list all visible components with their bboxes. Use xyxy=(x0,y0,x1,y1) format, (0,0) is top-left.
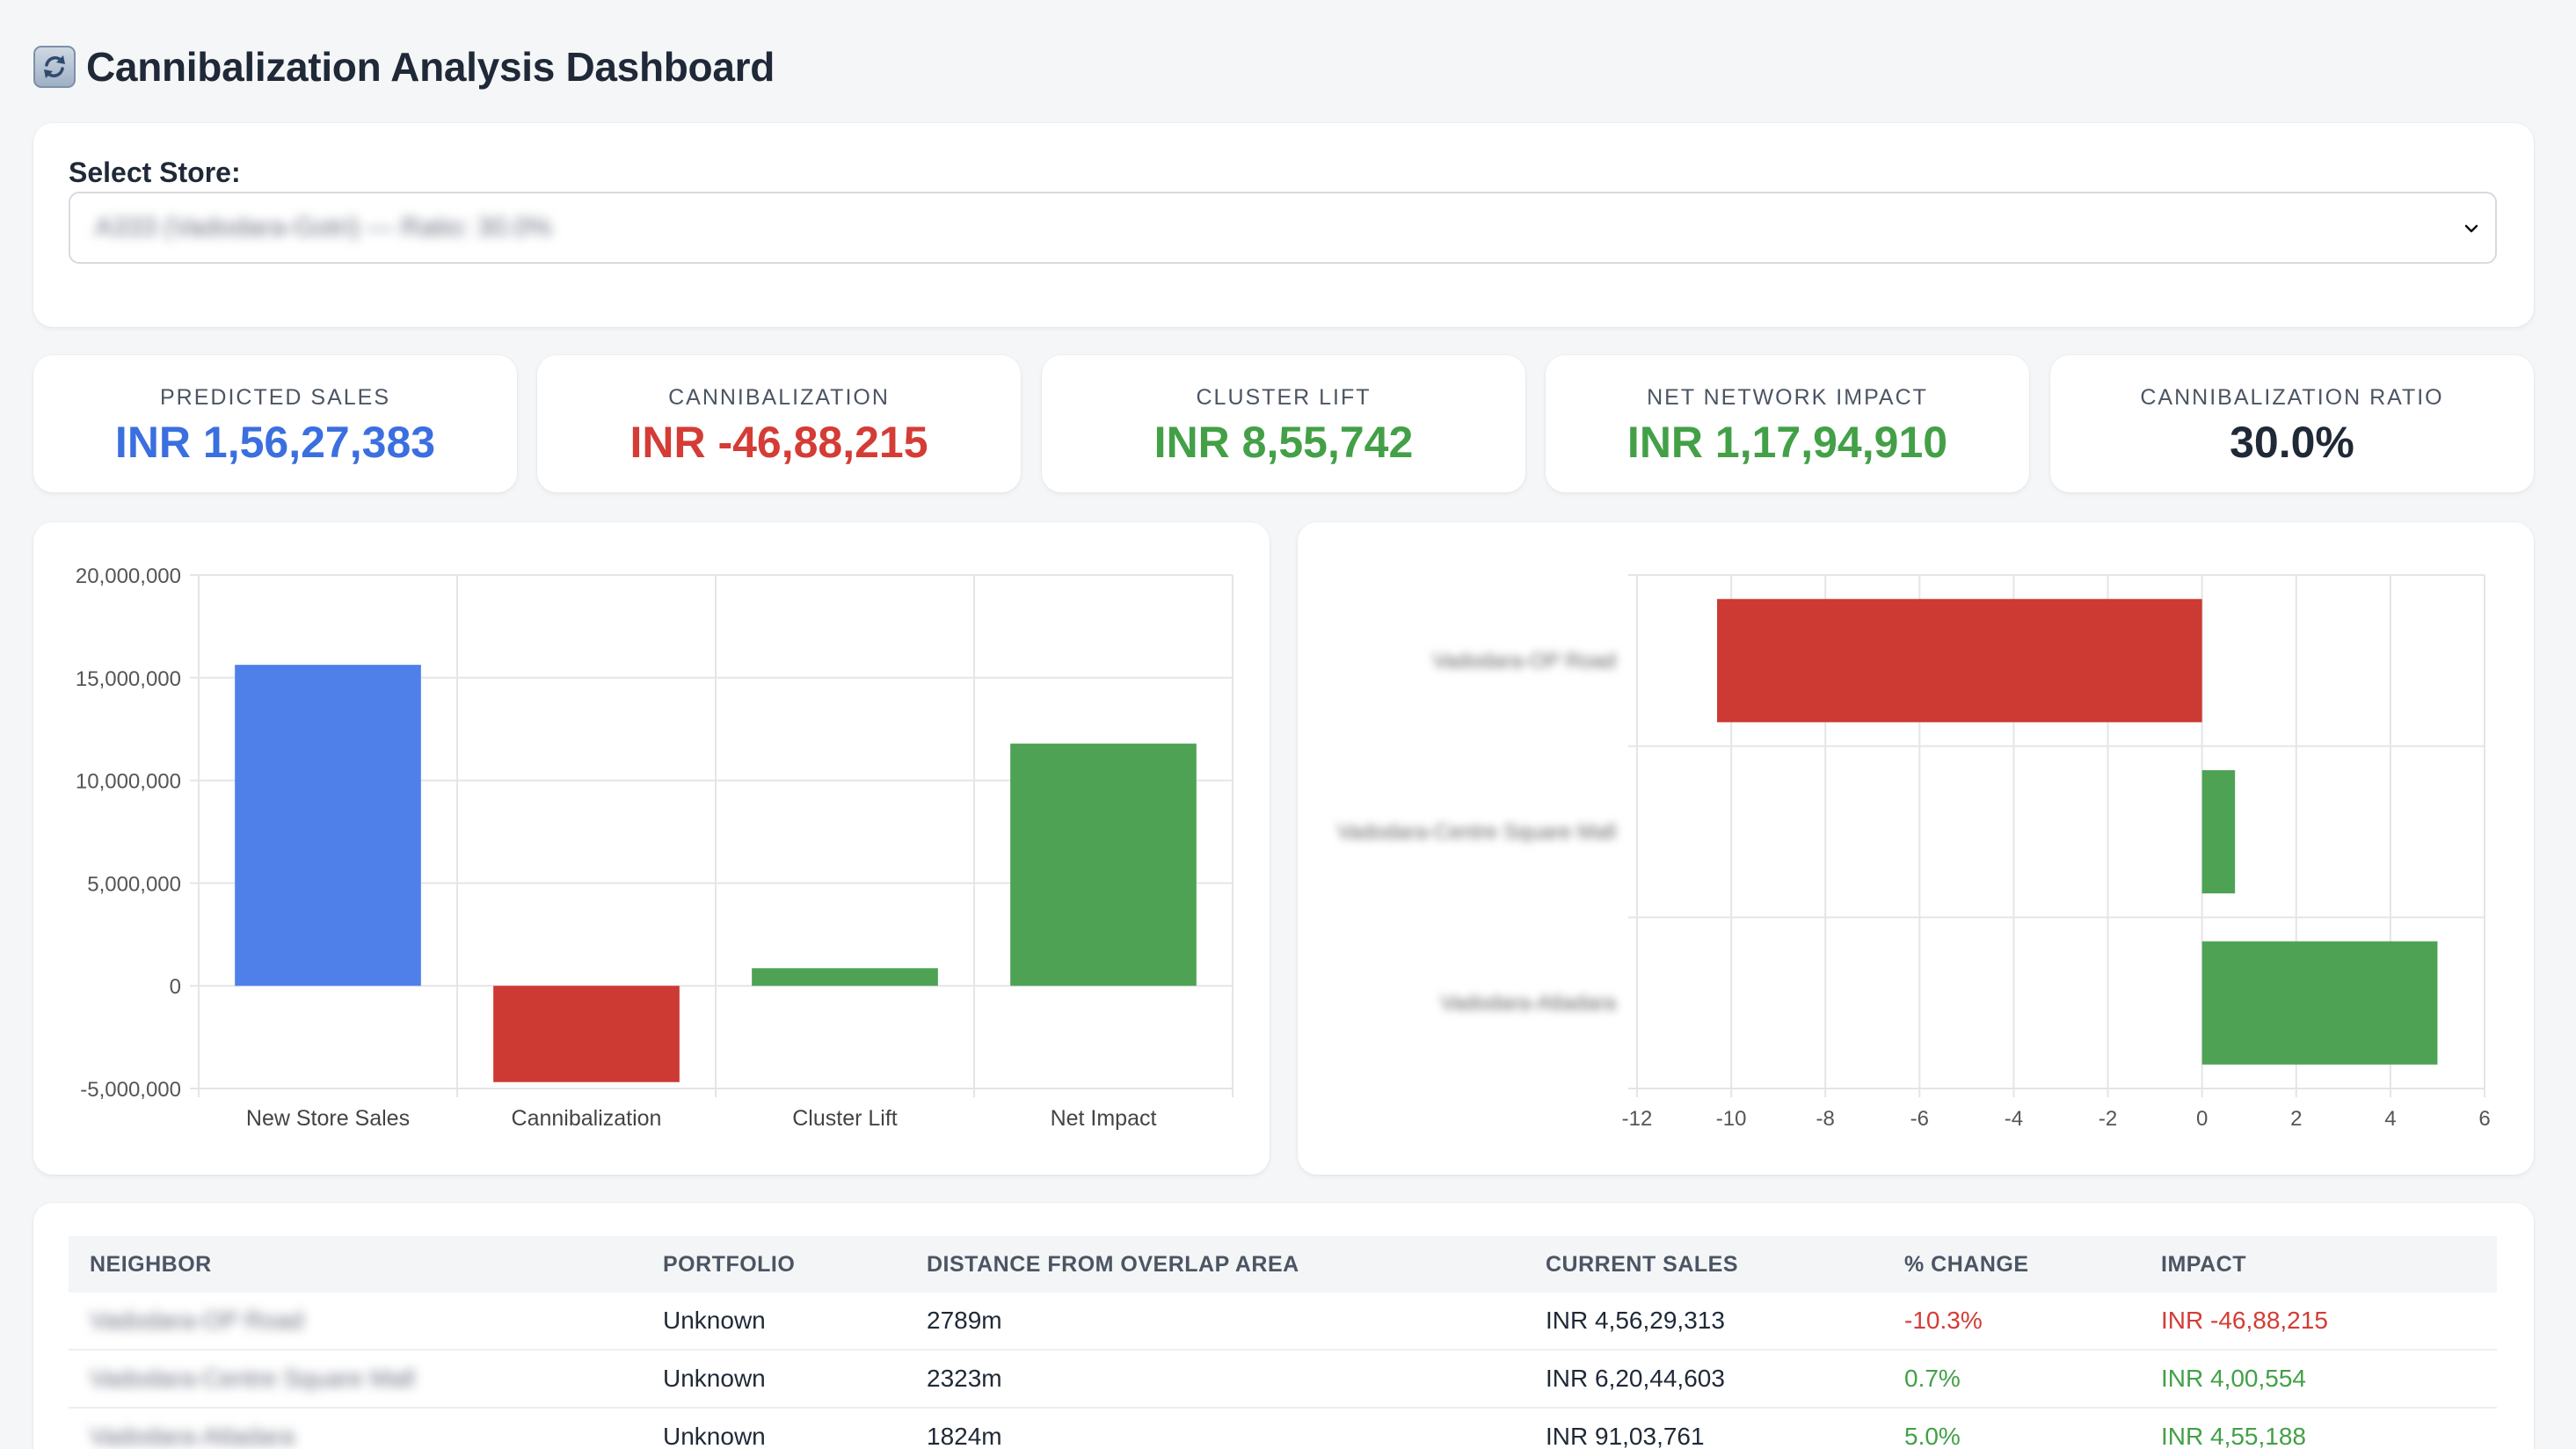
kpi-cluster-lift: CLUSTER LIFT INR 8,55,742 xyxy=(1042,355,1525,492)
kpi-value: INR 1,17,94,910 xyxy=(1626,418,1948,467)
kpi-label: CLUSTER LIFT xyxy=(1196,385,1372,410)
table-row: Vadodara-Atladara Unknown 1824m INR 91,0… xyxy=(69,1409,2497,1449)
current-sales-cell: INR 91,03,761 xyxy=(1546,1423,1705,1449)
refresh-icon xyxy=(33,46,76,88)
x-tick-label: -8 xyxy=(1816,1107,1835,1131)
col-change: % CHANGE xyxy=(1904,1251,2029,1277)
bar xyxy=(235,665,421,987)
col-portfolio: PORTFOLIO xyxy=(663,1251,796,1277)
chevron-down-icon xyxy=(2462,215,2481,249)
change-cell: 5.0% xyxy=(1904,1423,1961,1449)
current-sales-cell: INR 4,56,29,313 xyxy=(1546,1307,1725,1334)
kpi-value: INR 1,56,27,383 xyxy=(114,418,436,467)
kpi-predicted-sales: PREDICTED SALES INR 1,56,27,383 xyxy=(33,355,517,492)
x-tick-label: Cluster Lift xyxy=(792,1106,898,1131)
table-header: NEIGHBOR PORTFOLIO DISTANCE FROM OVERLAP… xyxy=(69,1236,2497,1292)
x-tick-label: -12 xyxy=(1622,1107,1653,1131)
change-cell: 0.7% xyxy=(1904,1365,1961,1392)
col-current-sales: CURRENT SALES xyxy=(1546,1251,1739,1277)
y-tick-label: 20,000,000 xyxy=(76,564,181,588)
kpi-net-network-impact: NET NETWORK IMPACT INR 1,17,94,910 xyxy=(1546,355,2029,492)
bar xyxy=(1717,599,2202,723)
distance-cell: 2789m xyxy=(927,1307,1002,1334)
change-cell: -10.3% xyxy=(1904,1307,1983,1334)
kpi-label: NET NETWORK IMPACT xyxy=(1647,385,1928,410)
x-tick-label: -4 xyxy=(2005,1107,2023,1131)
page-title: Cannibalization Analysis Dashboard xyxy=(86,44,775,90)
bar xyxy=(752,968,938,987)
impact-cell: INR -46,88,215 xyxy=(2161,1307,2328,1334)
x-tick-label: -10 xyxy=(1716,1107,1747,1131)
y-tick-label: Vadodara-Centre Square Mall xyxy=(1337,820,1616,844)
bar xyxy=(2201,941,2438,1065)
neighbor-table: NEIGHBOR PORTFOLIO DISTANCE FROM OVERLAP… xyxy=(69,1236,2497,1449)
neighbor-change-chart: -12 -10 -8 -6 -4 -2 0 2 4 6 Vadodara-OP Road Vadoda… xyxy=(1337,574,2491,1131)
y-tick-label: 0 xyxy=(170,975,181,999)
header: Cannibalization Analysis Dashboard xyxy=(33,40,775,93)
distance-cell: 2323m xyxy=(927,1365,1002,1392)
x-tick-label: 4 xyxy=(2384,1107,2396,1131)
kpi-label: PREDICTED SALES xyxy=(159,385,390,410)
neighbor-name: Vadodara-OP Road xyxy=(90,1307,304,1334)
kpi-label: CANNIBALIZATION RATIO xyxy=(2140,385,2444,410)
store-select-dropdown[interactable]: A333 (Vadodara-Gotri) — Ratio: 30.0% xyxy=(69,192,2497,264)
table-row: Vadodara-OP Road Unknown 2789m INR 4,56,… xyxy=(69,1292,2497,1351)
x-tick-label: -6 xyxy=(1910,1107,1929,1131)
kpi-value: 30.0% xyxy=(2230,418,2354,467)
bar xyxy=(2201,769,2236,894)
distance-cell: 1824m xyxy=(927,1423,1002,1449)
impact-bar-chart-card: -5,000,000 0 5,000,000 10,000,000 15,000,000… xyxy=(33,522,1270,1175)
x-tick-label: New Store Sales xyxy=(246,1106,410,1131)
y-tick-label: -5,000,000 xyxy=(80,1078,181,1102)
kpi-label: CANNIBALIZATION xyxy=(668,385,890,410)
col-impact: IMPACT xyxy=(2161,1251,2246,1277)
current-sales-cell: INR 6,20,44,603 xyxy=(1546,1365,1725,1392)
portfolio-cell: Unknown xyxy=(663,1365,766,1392)
kpi-value: INR -46,88,215 xyxy=(629,418,928,467)
store-selector-label: Select Store: xyxy=(69,157,241,188)
portfolio-cell: Unknown xyxy=(663,1307,766,1334)
x-tick-label: 0 xyxy=(2196,1107,2208,1131)
portfolio-cell: Unknown xyxy=(663,1423,766,1449)
neighbor-change-chart-card: -12 -10 -8 -6 -4 -2 0 2 4 6 Vadodara-OP Road Vadoda… xyxy=(1298,522,2534,1175)
impact-cell: INR 4,00,554 xyxy=(2161,1365,2306,1392)
x-tick-label: 2 xyxy=(2290,1107,2302,1131)
x-tick-label: -2 xyxy=(2099,1107,2117,1131)
bar xyxy=(493,986,680,1082)
col-distance: DISTANCE FROM OVERLAP AREA xyxy=(927,1251,1299,1277)
x-tick-label: Net Impact xyxy=(1051,1106,1157,1131)
y-tick-label: 5,000,000 xyxy=(87,872,181,896)
x-tick-label: 6 xyxy=(2478,1107,2490,1131)
neighbor-name: Vadodara-Atladara xyxy=(90,1423,295,1449)
y-tick-label: 15,000,000 xyxy=(76,667,181,691)
kpi-value: INR 8,55,742 xyxy=(1153,418,1414,467)
kpi-cannibalization-ratio: CANNIBALIZATION RATIO 30.0% xyxy=(2050,355,2534,492)
y-tick-label: Vadodara-Atladara xyxy=(1440,992,1616,1016)
impact-cell: INR 4,55,188 xyxy=(2161,1423,2306,1449)
store-select-value: A333 (Vadodara-Gotri) — Ratio: 30.0% xyxy=(95,213,552,242)
bar xyxy=(1010,743,1197,987)
table-row: Vadodara-Centre Square Mall Unknown 2323… xyxy=(69,1351,2497,1409)
x-tick-label: Cannibalization xyxy=(512,1106,662,1131)
y-tick-label: 10,000,000 xyxy=(76,770,181,794)
impact-bar-chart: -5,000,000 0 5,000,000 10,000,000 15,000,000… xyxy=(76,564,1233,1131)
neighbor-name: Vadodara-Centre Square Mall xyxy=(90,1365,415,1392)
y-tick-label: Vadodara-OP Road xyxy=(1432,649,1616,673)
kpi-cannibalization: CANNIBALIZATION INR -46,88,215 xyxy=(537,355,1021,492)
col-neighbor: NEIGHBOR xyxy=(90,1251,212,1277)
